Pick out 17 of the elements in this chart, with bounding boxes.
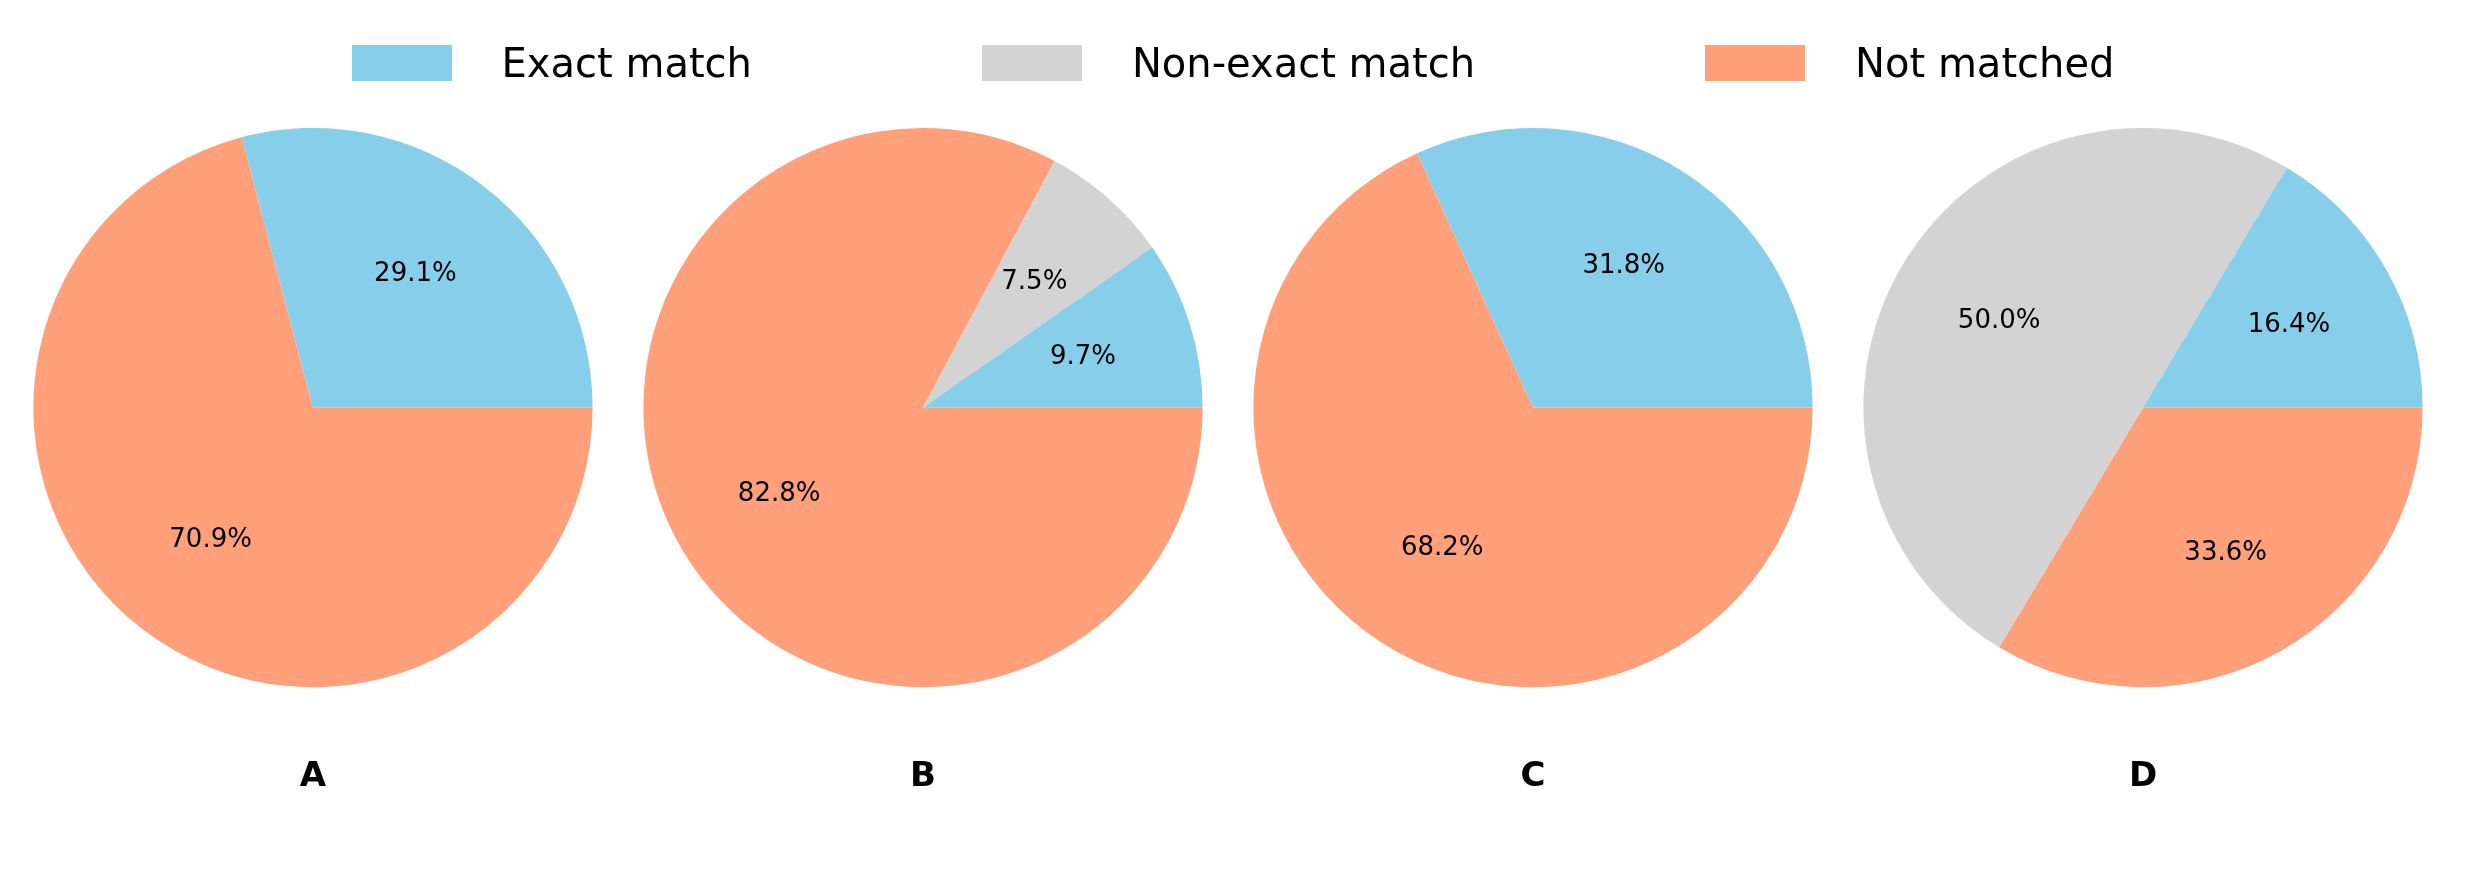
data-label: 82.8% bbox=[737, 476, 821, 507]
legend-label: Non-exact match bbox=[1131, 40, 1476, 86]
text: C bbox=[1520, 754, 1546, 795]
data-label: 70.9% bbox=[169, 523, 252, 554]
text: B bbox=[910, 754, 936, 795]
data-label: 50.0% bbox=[1957, 304, 2041, 335]
text: D bbox=[2128, 754, 2158, 795]
data-label: 31.8% bbox=[1582, 249, 1666, 280]
data-label: 9.7% bbox=[1050, 340, 1117, 371]
data-label: 33.6% bbox=[2184, 536, 2267, 567]
data-label: 29.1% bbox=[374, 257, 457, 288]
text: A bbox=[299, 754, 327, 795]
data-label: 68.2% bbox=[1400, 531, 1484, 562]
data-label: 16.4% bbox=[2247, 307, 2331, 338]
data-label: 7.5% bbox=[1001, 264, 1068, 295]
legend-label: Exact match bbox=[501, 40, 752, 86]
legend-label: Not matched bbox=[1855, 40, 2115, 86]
